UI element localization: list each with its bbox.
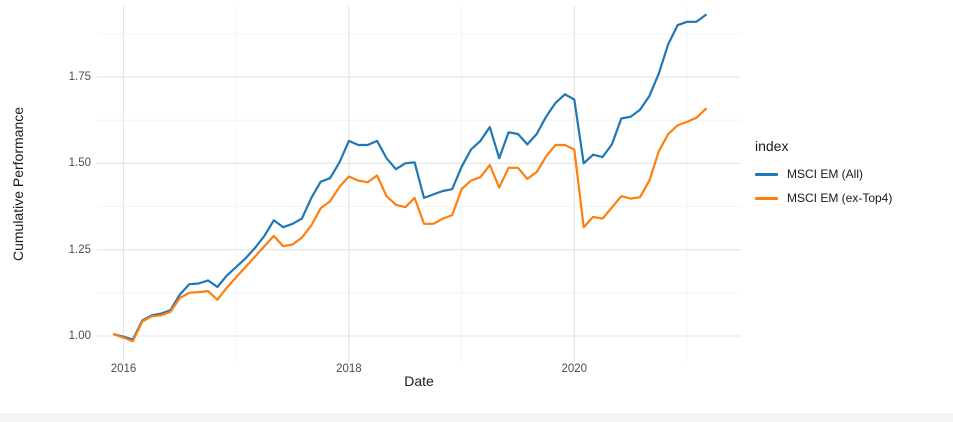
- legend-key-line-icon: [755, 172, 778, 176]
- series-line-msci-em-all-: [112, 13, 707, 341]
- legend-item-label: MSCI EM (ex-Top4): [787, 191, 893, 205]
- legend-title: index: [755, 138, 789, 154]
- y-tick-label: 1.75: [68, 71, 91, 84]
- series-line-msci-em-ex-top4-: [112, 107, 707, 343]
- legend: index MSCI EM (All) MSCI EM (ex-Top4): [755, 138, 892, 213]
- x-tick-label: 2020: [561, 363, 588, 375]
- y-tick-label: 1.00: [68, 330, 91, 342]
- x-tick-label: 2018: [336, 363, 362, 375]
- legend-key-line-icon: [755, 196, 778, 200]
- legend-item: MSCI EM (ex-Top4): [755, 189, 892, 207]
- x-tick-label: 2016: [110, 363, 137, 375]
- y-tick-label: 1.25: [68, 243, 91, 256]
- x-axis-title: Date: [404, 373, 434, 389]
- legend-item: MSCI EM (All): [755, 165, 892, 183]
- y-tick-label: 1.50: [68, 157, 91, 170]
- bottom-strip: [0, 413, 953, 422]
- y-axis-title: Cumulative Performance: [10, 106, 26, 262]
- legend-item-label: MSCI EM (All): [787, 167, 863, 181]
